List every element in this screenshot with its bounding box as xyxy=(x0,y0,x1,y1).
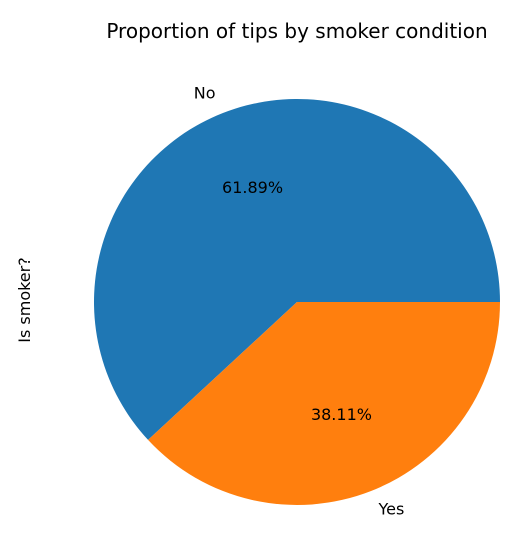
pie-labels: No 61.89% Yes 38.11% xyxy=(194,84,405,519)
pie-slice-yes xyxy=(148,302,500,505)
pie-slices xyxy=(93,98,500,505)
chart-title: Proportion of tips by smoker condition xyxy=(106,19,487,43)
pie-percent-label: 38.11% xyxy=(311,405,372,424)
pie-category-label: Yes xyxy=(377,499,404,518)
y-axis-label: Is smoker? xyxy=(15,257,34,342)
pie-category-label: No xyxy=(194,84,216,103)
pie-slice-no xyxy=(93,98,500,440)
pie-percent-label: 61.89% xyxy=(222,178,283,197)
